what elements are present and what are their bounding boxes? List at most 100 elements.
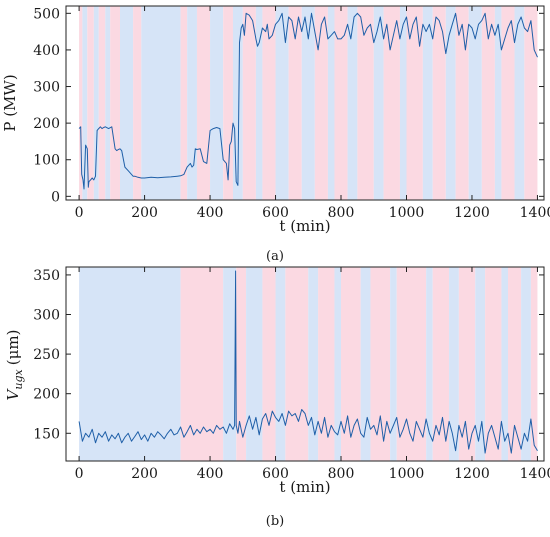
panel-a-band-33 [445,6,456,200]
panel-a-band-40 [524,6,538,200]
panel-a-band-1 [82,6,88,200]
panel-a-x-axis-label: t (min) [279,217,330,235]
panel-a-band-13 [210,6,224,200]
panel-b-y-tick-label-150: 150 [33,426,60,442]
panel-b-frame [65,266,545,462]
panel-b-series [78,270,538,454]
panel-a-y-tick-label-200: 200 [33,116,60,132]
panel-b-band-3 [236,267,247,461]
panel-a-band-39 [514,6,525,200]
panel-a-band-27 [373,6,384,200]
panel-b-band-10 [334,267,342,461]
panel-b-x-tick-label-200: 200 [131,466,158,482]
panel-a-band-28 [383,6,400,200]
panel-a-band-12 [196,6,211,200]
panel-a-band-35 [468,6,482,200]
panel-b-band-13 [370,267,391,461]
panel-a-band-0 [79,6,83,200]
panel-b-band-0 [79,267,181,461]
panel-a-bands [79,6,538,200]
panel-b-x-tick-label-1000: 1000 [389,466,425,482]
panel-a-band-4 [98,6,106,200]
panel-a-band-30 [406,6,423,200]
panel-b-band-25 [530,267,538,461]
panel-b-bands [79,267,538,461]
panel-a-band-34 [455,6,469,200]
panel-a-x-tick-label-400: 400 [197,205,224,221]
panel-a-series [78,12,538,190]
panel-b-x-tick-label-0: 0 [75,466,84,482]
panel-b-band-6 [275,267,286,461]
panel-b-y-axis-label: Vugx (μm) [4,330,25,401]
panel-a-x-tick-label-0: 0 [75,205,84,221]
panel-a-y-tick-label-400: 400 [33,43,60,59]
panel-a-band-11 [187,6,197,200]
panel-b-band-1 [180,267,224,461]
panel-a-band-17 [255,6,263,200]
panel-b-caption: (b) [266,514,284,529]
panel-b-band-21 [485,267,502,461]
panel-a-band-7 [120,6,134,200]
panel-b-band-19 [458,267,476,461]
panel-a-band-31 [422,6,433,200]
panel-a-band-37 [494,6,502,200]
panel-a-caption: (a) [266,249,284,264]
panel-b-y-tick-label-350: 350 [33,268,60,284]
panel-b-band-15 [396,267,427,461]
panel-b-y-tick-label-200: 200 [33,387,60,403]
panel-b-x-tick-label-1200: 1200 [454,466,490,482]
panel-a-band-9 [141,6,181,200]
panel-b-band-11 [341,267,361,461]
panel-b-x-axis-label: t (min) [279,478,330,496]
panel-a-y-tick-label-500: 500 [33,6,60,22]
panel-b-band-5 [262,267,276,461]
panel-b-band-17 [432,267,450,461]
panel-a-x-tick-label-200: 200 [131,205,158,221]
panel-a-band-18 [262,6,276,200]
panel-a-band-26 [357,6,374,200]
panel-a-band-23 [327,6,335,200]
panel-a-band-16 [242,6,256,200]
panel-a-band-3 [93,6,99,200]
panel-a-y-tick-label-100: 100 [33,153,60,169]
panel-b-band-22 [501,267,508,461]
panel-a-x-tick-label-800: 800 [328,205,355,221]
panel-a-band-29 [399,6,407,200]
panel-a-band-38 [501,6,515,200]
panel-b-x-tick-label-600: 600 [262,466,289,482]
panel-b-band-7 [285,267,309,461]
panel-b-band-23 [507,267,522,461]
panel-a-band-20 [288,6,302,200]
panel-b-band-9 [318,267,335,461]
panel-a-band-5 [105,6,111,200]
panel-b-x-tick-label-400: 400 [197,466,224,482]
panel-a-x-tick-label-1200: 1200 [454,205,490,221]
panel-a-band-19 [275,6,289,200]
panel-a-band-32 [432,6,446,200]
panel-a-y-axis-label: P (MW) [1,74,19,131]
panel-b-band-18 [449,267,459,461]
panel-b-band-14 [390,267,397,461]
panel-a-x-tick-label-1000: 1000 [389,205,425,221]
panel-a-band-14 [223,6,233,200]
panel-a-band-22 [314,6,328,200]
panel-b-y-axis-subscript: ugx [12,368,25,389]
panel-b-y-tick-label-250: 250 [33,347,60,363]
panel-a-band-21 [301,6,315,200]
panel-b-band-4 [246,267,263,461]
panel-a-band-25 [347,6,358,200]
panel-a-series-line-0 [78,12,538,190]
panel-a-band-36 [481,6,495,200]
panel-b-band-8 [308,267,319,461]
panel-a-y-tick-label-0: 0 [51,189,60,205]
panel-b-x-tick-label-800: 800 [328,466,355,482]
panel-b-y-axis-unit: (μm) [4,330,22,366]
panel-a-band-24 [334,6,348,200]
panel-a-frame [65,5,545,201]
